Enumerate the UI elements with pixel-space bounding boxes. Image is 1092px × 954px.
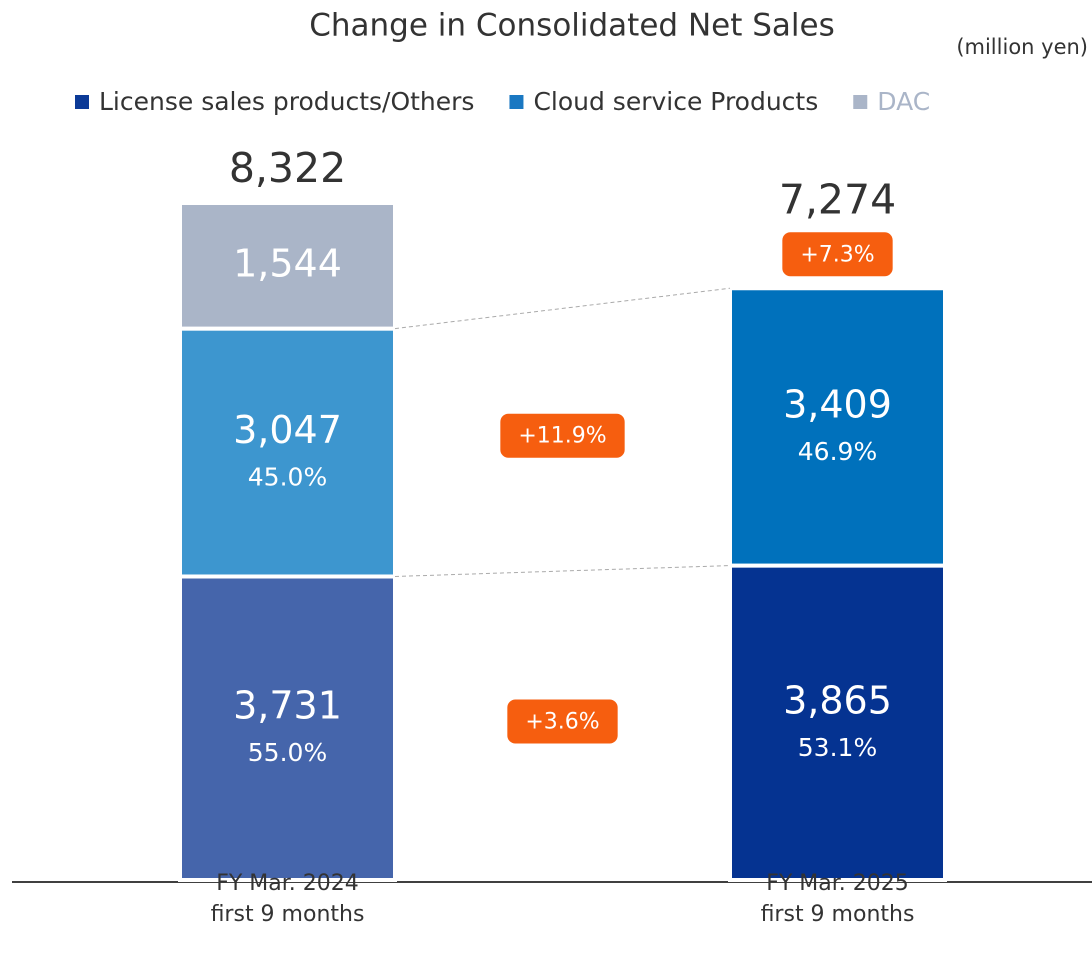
segment-value-label: 3,731 bbox=[233, 684, 342, 728]
bar-segment bbox=[178, 326, 397, 579]
growth-badge bbox=[782, 232, 893, 277]
connector-line bbox=[394, 287, 731, 330]
growth-badge bbox=[500, 413, 625, 458]
connector-line bbox=[394, 565, 731, 577]
growth-badge bbox=[507, 699, 618, 744]
growth-label: +7.3% bbox=[800, 242, 874, 267]
segment-value-label: 3,409 bbox=[783, 382, 892, 426]
segment-share-label: 46.9% bbox=[798, 437, 877, 466]
bar-segment bbox=[178, 574, 397, 882]
total-label: 7,274 bbox=[779, 175, 896, 223]
chart-title: Change in Consolidated Net Sales bbox=[309, 8, 834, 44]
segment-share-label: 45.0% bbox=[248, 463, 327, 492]
legend-label: Cloud service Products bbox=[533, 87, 818, 116]
growth-label: +11.9% bbox=[518, 424, 606, 449]
legend-label: License sales products/Others bbox=[99, 87, 474, 116]
bar-segment bbox=[178, 201, 397, 331]
segment-share-label: 55.0% bbox=[248, 738, 327, 767]
segment-share-label: 53.1% bbox=[798, 733, 877, 762]
bar-segment bbox=[728, 563, 947, 882]
segment-value-label: 3,865 bbox=[783, 678, 892, 722]
total-label: 8,322 bbox=[229, 144, 346, 192]
unit-label: (million yen) bbox=[956, 35, 1088, 59]
segment-value-label: 3,047 bbox=[233, 408, 342, 452]
growth-label: +3.6% bbox=[525, 710, 599, 735]
legend-marker bbox=[853, 95, 868, 109]
legend-marker bbox=[509, 95, 524, 109]
segment-value-label: 1,544 bbox=[233, 241, 342, 285]
legend-label: DAC bbox=[877, 87, 930, 116]
x-tick-label: FY Mar. 2024 first 9 months bbox=[210, 871, 365, 927]
bar-segment bbox=[728, 286, 947, 568]
x-tick-label: FY Mar. 2025 first 9 months bbox=[760, 871, 915, 927]
legend-marker bbox=[75, 95, 89, 109]
